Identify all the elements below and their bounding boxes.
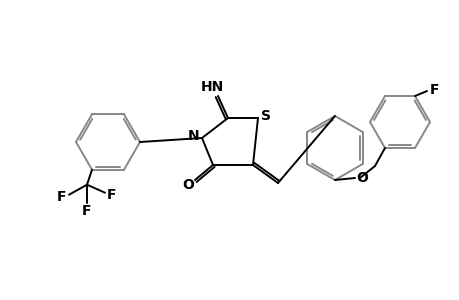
Text: N: N <box>188 129 199 143</box>
Text: F: F <box>82 204 91 218</box>
Text: O: O <box>182 178 194 192</box>
Text: F: F <box>107 188 117 202</box>
Text: HN: HN <box>200 80 223 94</box>
Text: F: F <box>57 190 67 204</box>
Text: O: O <box>355 171 367 185</box>
Text: S: S <box>260 109 270 123</box>
Text: F: F <box>429 83 439 97</box>
